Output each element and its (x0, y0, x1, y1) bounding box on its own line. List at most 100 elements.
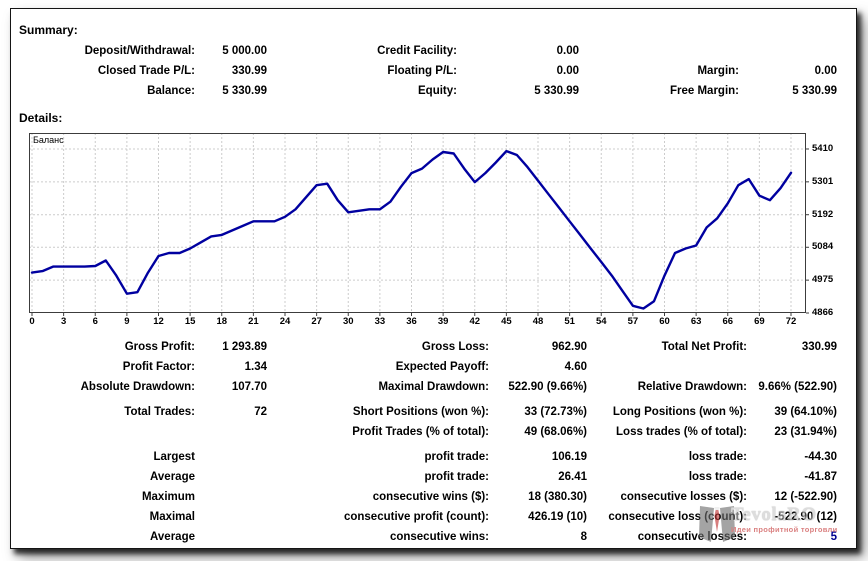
stat-label: Gross Loss: (421, 341, 489, 353)
table-row: Closed Trade P/L: 330.99 Floating P/L: 0.00… (21, 61, 839, 81)
stat-value: 9.66% (522.90) (758, 381, 837, 393)
x-axis-tick-label: 21 (248, 316, 259, 327)
stat-label: Largest (153, 451, 195, 463)
stat-label: Long Positions (won %): (612, 406, 747, 418)
details-section-title: Details: (19, 111, 63, 125)
y-axis-tick-label: 5410 (812, 142, 834, 154)
x-axis-tick-label: 42 (469, 316, 481, 327)
table-row: Maximal consecutive profit (count): 426.19… (21, 507, 839, 527)
x-axis-tick-label: 15 (184, 316, 196, 327)
x-axis-tick-label: 72 (785, 316, 797, 327)
stat-label (589, 357, 749, 377)
x-axis-tick-label: 24 (279, 316, 291, 327)
stat-label: consecutive loss (count): (608, 511, 747, 523)
table-row: Profit Trades (% of total): 49 (68.06%) Lo… (21, 422, 839, 442)
stat-value (197, 447, 269, 467)
stat-value (197, 487, 269, 507)
summary-table: Deposit/Withdrawal: 5 000.00 Credit Facili… (21, 41, 839, 101)
stat-value: 5 (830, 531, 837, 543)
x-axis-tick-label: 60 (659, 316, 670, 327)
y-axis-tick-label: 4975 (812, 274, 834, 286)
stat-value: 18 (380.30) (528, 491, 587, 503)
stat-value (197, 527, 269, 547)
stat-value: 1.34 (244, 361, 267, 373)
x-axis-tick-label: 69 (754, 316, 765, 327)
stat-label: Profit Trades (% of total): (352, 426, 489, 438)
stat-label: consecutive profit (count): (343, 511, 489, 523)
x-axis-tick-label: 45 (501, 316, 512, 327)
stat-value: 107.70 (231, 381, 267, 393)
stat-value: 106.19 (551, 451, 587, 463)
stat-value: 23 (31.94%) (774, 426, 837, 438)
stat-label: Loss trades (% of total): (616, 426, 747, 438)
stat-label: loss trade: (688, 451, 747, 463)
stat-label: consecutive wins ($): (372, 491, 489, 503)
strategy-tester-report: Summary: Deposit/Withdrawal: 5 000.00 Cred… (10, 8, 857, 549)
stat-value: 522.90 (9.66%) (508, 381, 587, 393)
stat-label: consecutive losses: (637, 531, 747, 543)
stat-value: 1 293.89 (222, 341, 267, 353)
x-axis-tick-label: 6 (92, 316, 98, 327)
stat-value: -41.87 (804, 471, 837, 483)
stat-value (197, 467, 269, 487)
x-axis-tick-label: 63 (690, 316, 702, 327)
x-axis-tick-label: 57 (627, 316, 639, 327)
stat-label: Balance: (147, 85, 195, 97)
chart-series-label: Баланс (33, 135, 64, 145)
stat-value: 962.90 (551, 341, 587, 353)
stat-label: Relative Drawdown: (637, 381, 747, 393)
stat-label: profit trade: (424, 451, 489, 463)
y-axis-tick-label: 5192 (812, 208, 834, 220)
stat-value: 0.00 (556, 65, 579, 77)
balance-chart: Баланс (29, 133, 809, 316)
stat-value: -44.30 (804, 451, 837, 463)
stat-value (749, 357, 839, 377)
stat-label: Average (150, 531, 195, 543)
stat-value (197, 507, 269, 527)
table-row: Average consecutive wins: 8 consecutive los… (21, 527, 839, 547)
stat-value: 0.00 (556, 45, 579, 57)
stat-value: 5 330.99 (222, 85, 267, 97)
x-axis-tick-label: 36 (406, 316, 417, 327)
x-axis-tick-label: 51 (564, 316, 575, 327)
stat-label: Maximal (149, 511, 195, 523)
table-row: Gross Profit: 1 293.89 Gross Loss: 962.90 To… (21, 337, 839, 357)
table-row: Largest profit trade: 106.19 loss trade: -44… (21, 447, 839, 467)
stat-label: Absolute Drawdown: (80, 381, 195, 393)
stat-value: 4.60 (564, 361, 587, 373)
stat-label: consecutive wins: (389, 531, 489, 543)
stat-label: Total Trades: (124, 406, 195, 418)
stat-label: consecutive losses ($): (620, 491, 747, 503)
stat-label: Gross Profit: (124, 341, 195, 353)
stat-value: 5 330.99 (792, 85, 837, 97)
stat-label: Equity: (418, 85, 457, 97)
x-axis-tick-label: 48 (532, 316, 544, 327)
stat-value (741, 41, 839, 61)
stat-value: 33 (72.73%) (524, 406, 587, 418)
table-row: Balance: 5 330.99 Equity: 5 330.99 Free Marg… (21, 81, 839, 101)
table-row: Profit Factor: 1.34 Expected Payoff: 4.60 (21, 357, 839, 377)
stat-value: 5 000.00 (222, 45, 267, 57)
summary-section-title: Summary: (19, 23, 78, 37)
stat-label: Free Margin: (669, 85, 739, 97)
stat-label: loss trade: (688, 471, 747, 483)
stat-value: -522.90 (12) (774, 511, 837, 523)
stat-value: 426.19 (10) (528, 511, 587, 523)
stat-label: Total Net Profit: (661, 341, 747, 353)
stat-value: 39 (64.10%) (774, 406, 837, 418)
stat-value: 330.99 (231, 65, 267, 77)
x-axis-tick-label: 39 (437, 316, 449, 327)
y-axis-tick-label: 5301 (812, 175, 834, 187)
stat-label: Maximal Drawdown: (378, 381, 489, 393)
table-row: Maximum consecutive wins ($): 18 (380.30) c… (21, 487, 839, 507)
stat-value: 8 (580, 531, 587, 543)
details-table: Gross Profit: 1 293.89 Gross Loss: 962.90 To… (21, 337, 839, 547)
table-row: Total Trades: 72 Short Positions (won %): 3… (21, 402, 839, 422)
stat-value: 0.00 (814, 65, 837, 77)
stat-label: Maximum (141, 491, 195, 503)
x-axis-tick-label: 9 (124, 316, 130, 327)
x-axis-tick-label: 3 (60, 316, 67, 327)
x-axis-tick-label: 66 (722, 316, 734, 327)
table-row: Deposit/Withdrawal: 5 000.00 Credit Facili… (21, 41, 839, 61)
stat-label: profit trade: (424, 471, 489, 483)
